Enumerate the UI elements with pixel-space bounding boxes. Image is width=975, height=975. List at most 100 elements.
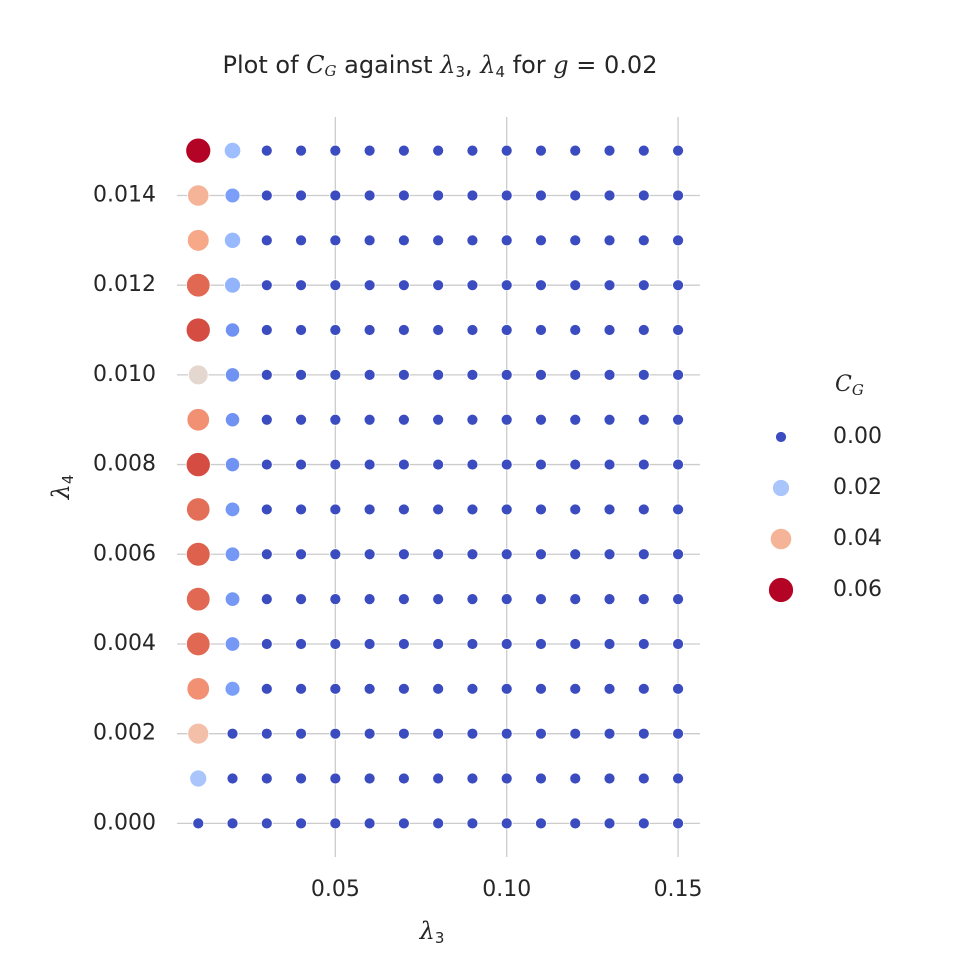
- point: [397, 189, 410, 202]
- point: [637, 189, 650, 202]
- point: [363, 817, 376, 830]
- point: [672, 727, 684, 740]
- x-tick-label: 0.05: [311, 877, 360, 902]
- point: [397, 682, 410, 695]
- point: [260, 458, 273, 471]
- point: [569, 593, 582, 606]
- title-part: ,: [465, 51, 480, 79]
- title-part: λ: [439, 51, 455, 79]
- point: [397, 413, 410, 426]
- point: [185, 541, 211, 567]
- point: [637, 727, 650, 740]
- point: [226, 817, 239, 830]
- point: [260, 593, 273, 606]
- point: [397, 548, 410, 561]
- point: [466, 324, 479, 336]
- title-part: 3: [455, 63, 465, 81]
- point: [295, 503, 307, 516]
- label-part: λ: [419, 917, 435, 945]
- point: [535, 368, 547, 381]
- point: [569, 727, 582, 740]
- title-part: g: [553, 51, 568, 79]
- point: [603, 189, 616, 202]
- point: [569, 234, 582, 247]
- point: [500, 144, 513, 157]
- label-part: 3: [435, 929, 445, 947]
- point: [603, 548, 616, 561]
- point: [329, 234, 342, 247]
- y-tick-label: 0.002: [93, 721, 156, 746]
- point: [672, 593, 684, 606]
- legend-label: 0.06: [833, 577, 882, 602]
- point: [363, 682, 376, 695]
- point: [603, 413, 616, 426]
- point: [224, 636, 241, 652]
- point: [260, 817, 273, 830]
- point: [466, 279, 479, 292]
- point: [363, 458, 376, 471]
- point: [329, 189, 342, 202]
- point: [569, 189, 582, 202]
- point: [363, 413, 376, 426]
- point: [186, 408, 210, 432]
- point: [500, 817, 513, 830]
- point: [187, 184, 210, 207]
- legend-marker: [775, 431, 787, 443]
- point: [569, 279, 582, 292]
- point: [295, 727, 307, 740]
- point: [432, 234, 445, 247]
- legend-marker: [772, 479, 790, 497]
- point: [603, 144, 616, 157]
- point: [185, 317, 211, 343]
- point: [466, 548, 479, 561]
- point: [466, 189, 479, 202]
- point: [535, 413, 547, 426]
- point: [466, 727, 479, 740]
- point: [223, 141, 242, 160]
- point: [260, 189, 273, 202]
- point: [260, 368, 273, 381]
- point: [500, 638, 513, 650]
- point: [569, 548, 582, 561]
- point: [603, 503, 616, 516]
- point: [363, 503, 376, 516]
- point: [295, 458, 307, 471]
- point: [603, 638, 616, 650]
- point: [186, 677, 210, 701]
- point: [397, 638, 410, 650]
- point: [260, 638, 273, 650]
- point: [329, 368, 342, 381]
- point: [186, 272, 211, 298]
- point: [569, 682, 582, 695]
- point: [432, 144, 445, 157]
- point: [603, 772, 616, 785]
- point: [224, 412, 241, 428]
- grid: [177, 117, 700, 857]
- point: [295, 144, 307, 157]
- point: [535, 772, 547, 785]
- point: [397, 458, 410, 471]
- point: [637, 324, 650, 336]
- point: [295, 324, 307, 336]
- point: [295, 368, 307, 381]
- y-tick-label: 0.004: [93, 631, 156, 656]
- point: [397, 772, 410, 785]
- point: [500, 324, 513, 336]
- point: [535, 234, 547, 247]
- y-tick-label: 0.012: [93, 272, 156, 297]
- point: [432, 682, 445, 695]
- x-tick-label: 0.10: [482, 877, 531, 902]
- point: [535, 727, 547, 740]
- y-tick-label: 0.006: [93, 541, 156, 566]
- point: [466, 234, 479, 247]
- point: [397, 144, 410, 157]
- point: [397, 503, 410, 516]
- title-part: G: [325, 62, 337, 80]
- legend-title-part: G: [852, 381, 864, 399]
- point: [432, 593, 445, 606]
- point: [603, 234, 616, 247]
- legend-title: CG: [835, 372, 864, 399]
- point: [500, 234, 513, 247]
- point: [329, 458, 342, 471]
- point: [224, 546, 241, 562]
